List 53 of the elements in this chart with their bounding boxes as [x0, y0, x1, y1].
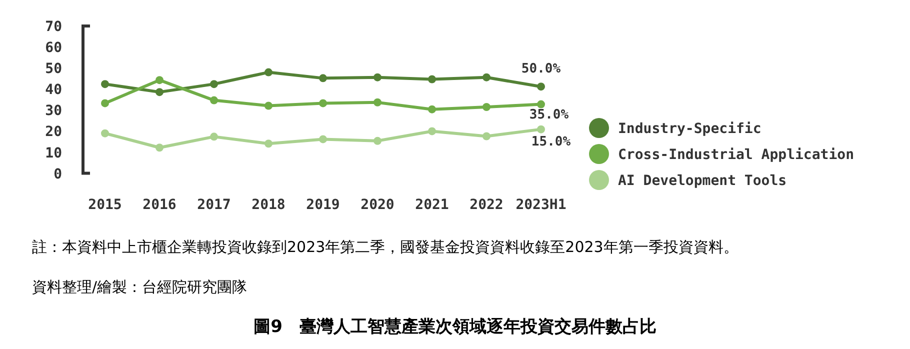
- text: 資料整理/繪製：台經院研究團隊: [32, 278, 248, 296]
- x-tick-label: 2018: [252, 197, 286, 213]
- x-tick-label: 2023H1: [516, 197, 566, 213]
- point: [428, 105, 436, 114]
- point: [264, 140, 272, 148]
- point: [210, 96, 218, 104]
- point: [428, 127, 436, 136]
- point: [374, 98, 382, 106]
- x-tick-label: 2015: [88, 197, 122, 213]
- text: 註：本資料中上市櫃企業轉投資收錄到2023年第二季，國發基金投資資料收錄至2023年第一季投資資料。: [32, 238, 738, 256]
- point: [482, 73, 490, 82]
- point: [482, 103, 490, 112]
- x-tick-label: 2016: [142, 197, 176, 213]
- point: [210, 132, 218, 141]
- y-tick-label: 70: [45, 19, 62, 35]
- point: [156, 88, 164, 96]
- point: [264, 102, 272, 110]
- point: [537, 125, 545, 134]
- point: [319, 135, 327, 144]
- y-tick-label: 10: [45, 145, 62, 162]
- point: [374, 73, 382, 82]
- point: [264, 68, 272, 76]
- point: [319, 99, 327, 108]
- y-tick-label: 20: [45, 124, 62, 140]
- x-tick-label: 2020: [360, 197, 394, 213]
- y-tick-label: 40: [45, 82, 62, 98]
- point: [156, 144, 164, 152]
- legend-label: Cross-Industrial Application: [618, 147, 854, 163]
- x-tick-label: 2022: [470, 197, 504, 213]
- y-tick-label: 0: [54, 166, 62, 182]
- x-tick-label: 2021: [415, 197, 449, 213]
- point: [537, 100, 545, 108]
- point: [210, 80, 218, 88]
- annotation: 15.0%: [531, 134, 571, 150]
- y-tick-label: 60: [45, 40, 62, 56]
- legend-label: AI Development Tools: [618, 173, 787, 189]
- legend-label: Industry-Specific: [618, 121, 762, 137]
- x-tick-label: 2019: [306, 197, 340, 213]
- annotation: 35.0%: [529, 107, 569, 122]
- x-tick-label: 2017: [197, 197, 231, 213]
- point: [101, 80, 109, 88]
- annotation: 50.0%: [521, 62, 561, 77]
- point: [482, 132, 490, 140]
- point: [428, 75, 436, 84]
- y-tick-label: 30: [45, 103, 62, 120]
- point: [156, 76, 164, 84]
- text: 圖9 臺灣人工智慧產業次領域逐年投資交易件數占比: [254, 317, 656, 337]
- point: [101, 99, 109, 108]
- point: [537, 82, 545, 91]
- point: [319, 74, 327, 82]
- point: [374, 136, 382, 145]
- y-tick-label: 50: [45, 61, 62, 78]
- point: [101, 129, 109, 138]
